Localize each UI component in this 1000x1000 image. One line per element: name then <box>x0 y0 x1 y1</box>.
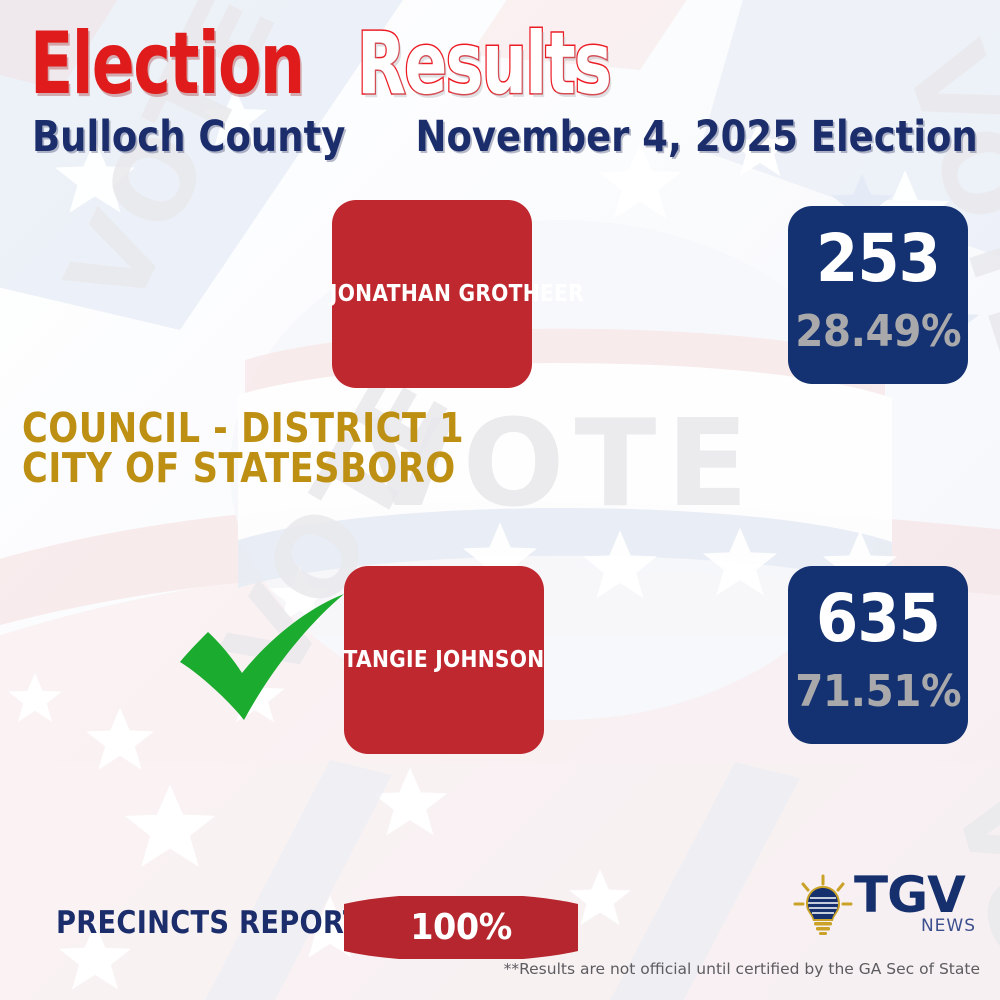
disclaimer-text: **Results are not official until certifi… <box>503 960 980 978</box>
svg-text:VOTE: VOTE <box>362 395 759 534</box>
county-label: Bulloch County <box>32 112 346 162</box>
title-election: Election <box>30 14 305 114</box>
logo-subtext: NEWS <box>920 916 976 936</box>
candidate-name: JONATHAN GROTHEER <box>329 281 584 307</box>
precincts-reporting-value: 100% <box>410 907 512 948</box>
race-title: COUNCIL - DISTRICT 1 CITY OF STATESBORO <box>22 404 465 492</box>
candidate-card: TANGIE JOHNSON <box>344 566 544 754</box>
vote-percent: 28.49% <box>795 306 962 357</box>
tgv-news-logo: TGV NEWS <box>792 866 978 948</box>
vote-percent: 71.51% <box>795 666 962 717</box>
logo-wordmark: TGV <box>854 866 966 924</box>
vote-count: 635 <box>816 580 941 657</box>
page-header: Election Results Bulloch County November… <box>0 0 1000 180</box>
result-row: TANGIE JOHNSON 635 71.51% <box>0 566 1000 756</box>
votes-card: 253 28.49% <box>788 206 968 384</box>
page-title: Election Results <box>30 13 666 116</box>
candidate-card: JONATHAN GROTHEER <box>329 200 584 388</box>
election-date-label: November 4, 2025 Election <box>415 112 978 162</box>
result-row: JONATHAN GROTHEER 253 28.49% <box>0 196 1000 388</box>
race-office-line1: COUNCIL - DISTRICT 1 <box>22 404 465 452</box>
title-results: Results <box>356 13 613 116</box>
candidate-name: TANGIE JOHNSON <box>343 647 545 673</box>
votes-card: 635 71.51% <box>788 566 968 744</box>
vote-count: 253 <box>816 220 941 297</box>
precincts-reporting-badge: 100% <box>344 896 578 959</box>
lightbulb-icon <box>793 874 853 935</box>
green-checkmark-icon <box>180 594 344 720</box>
race-office-line2: CITY OF STATESBORO <box>22 444 456 492</box>
